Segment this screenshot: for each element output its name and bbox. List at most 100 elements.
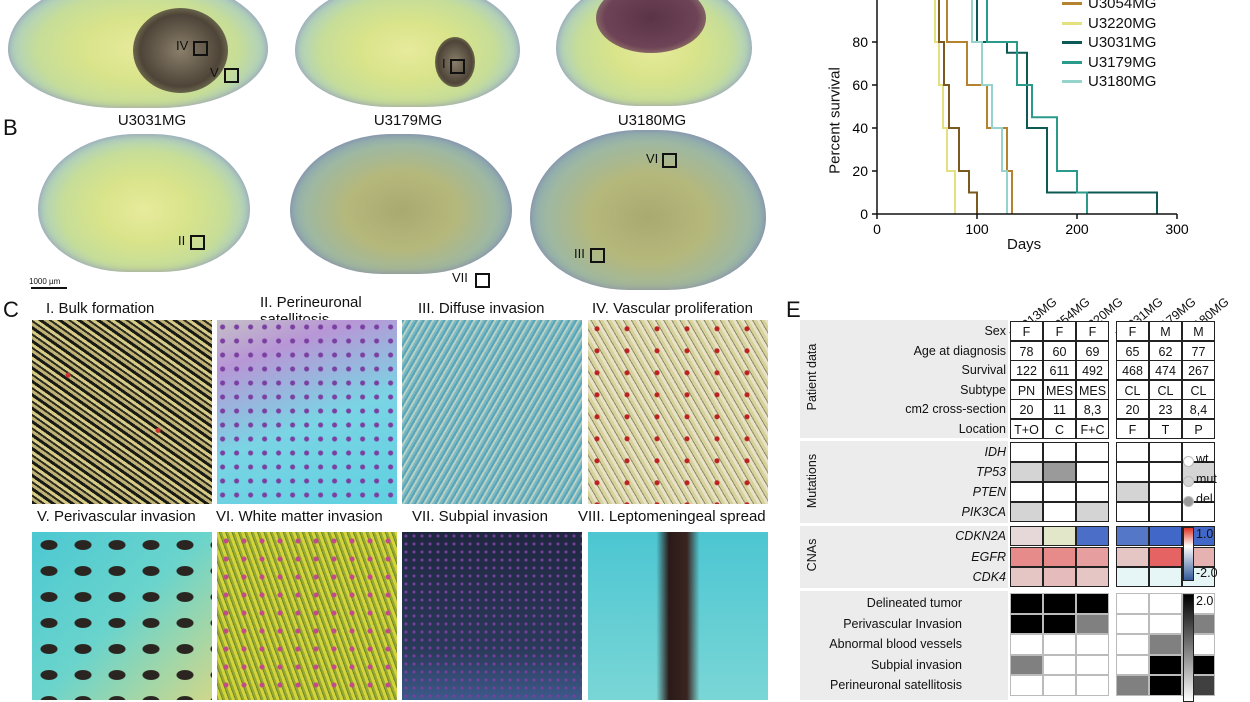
mutation-section-bg [800, 441, 1008, 523]
table-cell: PN [1010, 379, 1043, 400]
table-cell: 77 [1182, 340, 1215, 361]
brain-section-a1 [8, 0, 268, 108]
section-label-cnas: CNAs [805, 538, 819, 572]
hist-title-diffuse-invasion: III. Diffuse invasion [418, 300, 545, 317]
table-cell: 8,4 [1182, 399, 1215, 419]
table-cell: F [1076, 321, 1109, 341]
table-cell: CL [1116, 379, 1149, 400]
mutation-cell [1043, 482, 1076, 502]
patient-section-bg [800, 320, 1008, 438]
mutation-cell [1043, 462, 1076, 482]
row-label-cdkn2a: CDKN2A [955, 529, 1006, 543]
section-label-mutations: Mutations [805, 453, 819, 509]
hist-image-subpial-invasion [402, 532, 582, 700]
scale-bar-label: 1000 µm [29, 277, 61, 286]
survival-line-u3180mg [877, 0, 1008, 214]
row-label-perineuronal-satellitosis: Perineuronal satellitosis [829, 678, 962, 692]
table-cell: 20 [1010, 399, 1043, 419]
row-label-delineated-tumor: Delineated tumor [866, 596, 962, 610]
cna-cell [1149, 567, 1182, 587]
hist-title-white-matter-invasion: VI. White matter invasion [216, 508, 383, 525]
section-label-patient: Patient data [805, 343, 819, 411]
chart-axes: 0 100 200 300 0 20 40 60 80 [852, 0, 1189, 237]
feature-cell [1010, 593, 1043, 614]
cna-cell [1116, 567, 1149, 587]
table-cell: 468 [1116, 360, 1149, 380]
region-label-vii: VII [452, 270, 468, 285]
feature-cell [1149, 675, 1182, 696]
legend-swatch [1062, 60, 1082, 64]
survival-chart: 0 100 200 300 0 20 40 60 80 [852, 0, 1189, 237]
table-cell: F+C [1076, 418, 1109, 439]
mutation-cell [1116, 442, 1149, 462]
y-tick-label: 20 [852, 163, 868, 179]
feature-color-scale [1183, 594, 1194, 702]
cna-section-bg [800, 526, 1008, 588]
table-cell: M [1149, 321, 1182, 341]
mutation-cell [1149, 482, 1182, 502]
survival-series-group [877, 0, 1158, 214]
x-tick-label: 200 [1065, 221, 1089, 237]
mutation-cell [1182, 502, 1215, 522]
scale-bar [31, 287, 67, 289]
mutation-cell [1010, 482, 1043, 502]
survival-line-u3179mg [877, 0, 1088, 214]
cna-cell [1043, 546, 1076, 567]
legend-item-u3054mg: U3054MG [1062, 0, 1156, 14]
region-label-vi: VI [646, 151, 659, 166]
row-label-cdk4: CDK4 [972, 570, 1006, 584]
row-label-tp53: TP53 [976, 465, 1006, 479]
row-label-subpial-invasion: Subpial invasion [870, 657, 962, 672]
mutation-cell [1076, 462, 1109, 482]
panel-letter-e: E [786, 297, 801, 322]
mutation-cell [1149, 502, 1182, 522]
feature-section-bg [800, 591, 1008, 700]
region-box-vi [662, 153, 677, 168]
y-tick-label: 40 [852, 120, 868, 136]
survival-line-series-2 [877, 0, 978, 214]
feature-cell [1043, 593, 1076, 614]
table-cell: 474 [1149, 360, 1182, 380]
region-label-ii: II [178, 233, 186, 248]
sample-label-u3031mg: U3031MG [117, 112, 187, 129]
hist-image-bulk-formation [32, 320, 212, 504]
table-cell: P [1182, 418, 1215, 439]
brain-section-b2 [290, 134, 512, 274]
region-label-iv: IV [176, 38, 189, 53]
tumor-mass [435, 37, 475, 87]
cna-cell [1043, 526, 1076, 546]
mutation-cell [1116, 502, 1149, 522]
region-label-v: V [210, 65, 219, 80]
table-cell: C [1043, 418, 1076, 439]
feature-cell [1076, 613, 1109, 634]
region-box-vii [475, 273, 490, 288]
hist-image-perivascular-invasion [32, 532, 212, 700]
row-label-abnormal-blood-vessels: Abnormal blood vessels [829, 637, 962, 651]
feature-cell [1149, 634, 1182, 655]
table-cell: 11 [1043, 399, 1076, 419]
legend-swatch [1062, 21, 1082, 25]
feature-cell [1116, 593, 1149, 614]
hist-image-vascular-proliferation [588, 320, 768, 504]
hist-image-perineuronal [217, 320, 397, 504]
x-tick-label: 0 [873, 221, 881, 237]
feature-cell [1149, 593, 1182, 614]
region-box-ii [190, 235, 205, 250]
chart-y-label: Percent survival [826, 67, 844, 174]
mutation-cell [1116, 482, 1149, 502]
table-cell: M [1182, 321, 1215, 341]
table-cell: F [1116, 321, 1149, 341]
legend-label: U3180MG [1088, 73, 1157, 91]
legend-label: U3054MG [1088, 0, 1157, 13]
brain-section-b1 [38, 134, 250, 272]
region-label-i: I [442, 56, 446, 71]
panel-letter-b: B [3, 115, 18, 140]
table-cell: T+O [1010, 418, 1043, 439]
brain-section-a3 [556, 0, 752, 106]
table-cell: 20 [1116, 399, 1149, 419]
mutation-legend-label-del: del [1196, 492, 1213, 506]
cna-cell [1076, 546, 1109, 567]
mutation-legend-dot-del [1183, 496, 1194, 507]
feature-cell [1116, 634, 1149, 655]
legend-label: U3179MG [1088, 53, 1157, 71]
